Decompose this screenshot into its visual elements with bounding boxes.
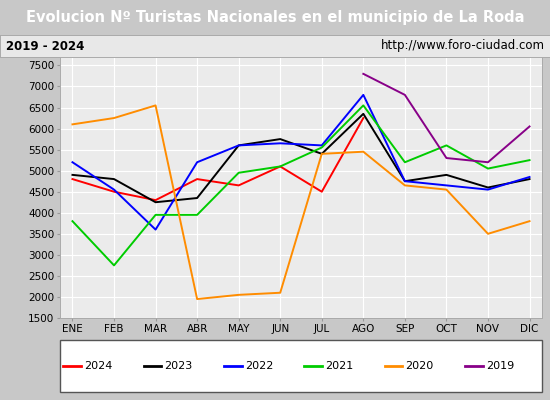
Text: 2022: 2022 [245,361,273,371]
Text: http://www.foro-ciudad.com: http://www.foro-ciudad.com [381,40,544,52]
Text: 2019: 2019 [486,361,514,371]
FancyBboxPatch shape [60,340,542,392]
Text: Evolucion Nº Turistas Nacionales en el municipio de La Roda: Evolucion Nº Turistas Nacionales en el m… [26,10,524,25]
Text: 2023: 2023 [164,361,192,371]
Text: 2019 - 2024: 2019 - 2024 [6,40,84,52]
Text: 2024: 2024 [84,361,112,371]
Text: 2020: 2020 [405,361,434,371]
Text: 2021: 2021 [325,361,353,371]
